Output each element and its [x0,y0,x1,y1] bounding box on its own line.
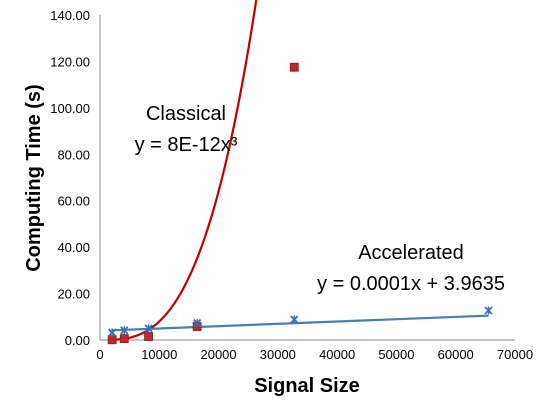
x-tick-label: 50000 [378,347,414,362]
y-tick-label: 40.00 [57,240,90,255]
x-axis-label: Signal Size [254,375,360,397]
x-tick-label: 60000 [438,347,474,362]
x-tick-labels: 0 10000 20000 30000 40000 50000 60000 70000 [96,347,533,362]
data-points [107,62,493,345]
accelerated-point [192,318,202,328]
y-axis-label: Computing Time (s) [23,84,45,271]
x-tick-label: 70000 [497,347,533,362]
trendlines [112,0,489,341]
classical-series-label: Classical [146,103,226,125]
x-tick-label: 10000 [141,347,177,362]
x-tick-label: 30000 [260,347,296,362]
accelerated-point [484,306,493,315]
x-tick-label: 20000 [200,347,236,362]
y-tick-label: 100.00 [50,101,90,116]
accelerated-equation: y = 0.0001x + 3.9635 [317,273,505,295]
classical-point [289,62,299,72]
accelerated-point [120,326,129,335]
classical-point [144,332,153,341]
y-tick-label: 60.00 [57,194,90,209]
classical-point [119,334,129,344]
accelerated-point [144,324,153,333]
classical-trendline [112,0,258,341]
plot-area: 0 10000 20000 30000 40000 50000 60000 70000 0.0… [50,0,533,362]
accelerated-trendline [112,314,489,332]
classical-equation: y = 8E-12x³ [135,134,238,156]
x-tick-label: 40000 [319,347,355,362]
y-tick-label: 140.00 [50,8,90,23]
accelerated-point [108,328,117,337]
y-tick-label: 80.00 [57,147,90,162]
x-tick-label: 0 [96,347,103,362]
classical-point [107,335,117,345]
y-tick-label: 20.00 [57,287,90,302]
y-tick-labels: 0.00 20.00 40.00 60.00 80.00 100.00 120.00 140.… [50,8,90,348]
y-tick-label: 120.00 [50,54,90,69]
accelerated-point [290,315,299,324]
y-tick-label: 0.00 [65,333,90,348]
accelerated-series-label: Accelerated [358,242,464,264]
